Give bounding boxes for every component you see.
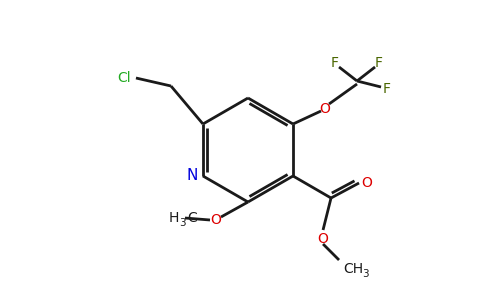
Text: C: C (187, 211, 197, 225)
Text: F: F (331, 56, 339, 70)
Text: H: H (168, 211, 179, 225)
Text: N: N (186, 169, 197, 184)
Text: 3: 3 (179, 218, 186, 228)
Text: O: O (362, 176, 373, 190)
Text: Cl: Cl (117, 71, 131, 85)
Text: O: O (319, 102, 331, 116)
Text: O: O (318, 232, 329, 246)
Text: 3: 3 (362, 269, 368, 279)
Text: F: F (383, 82, 391, 96)
Text: O: O (211, 213, 222, 227)
Text: F: F (375, 56, 383, 70)
Text: CH: CH (343, 262, 363, 276)
